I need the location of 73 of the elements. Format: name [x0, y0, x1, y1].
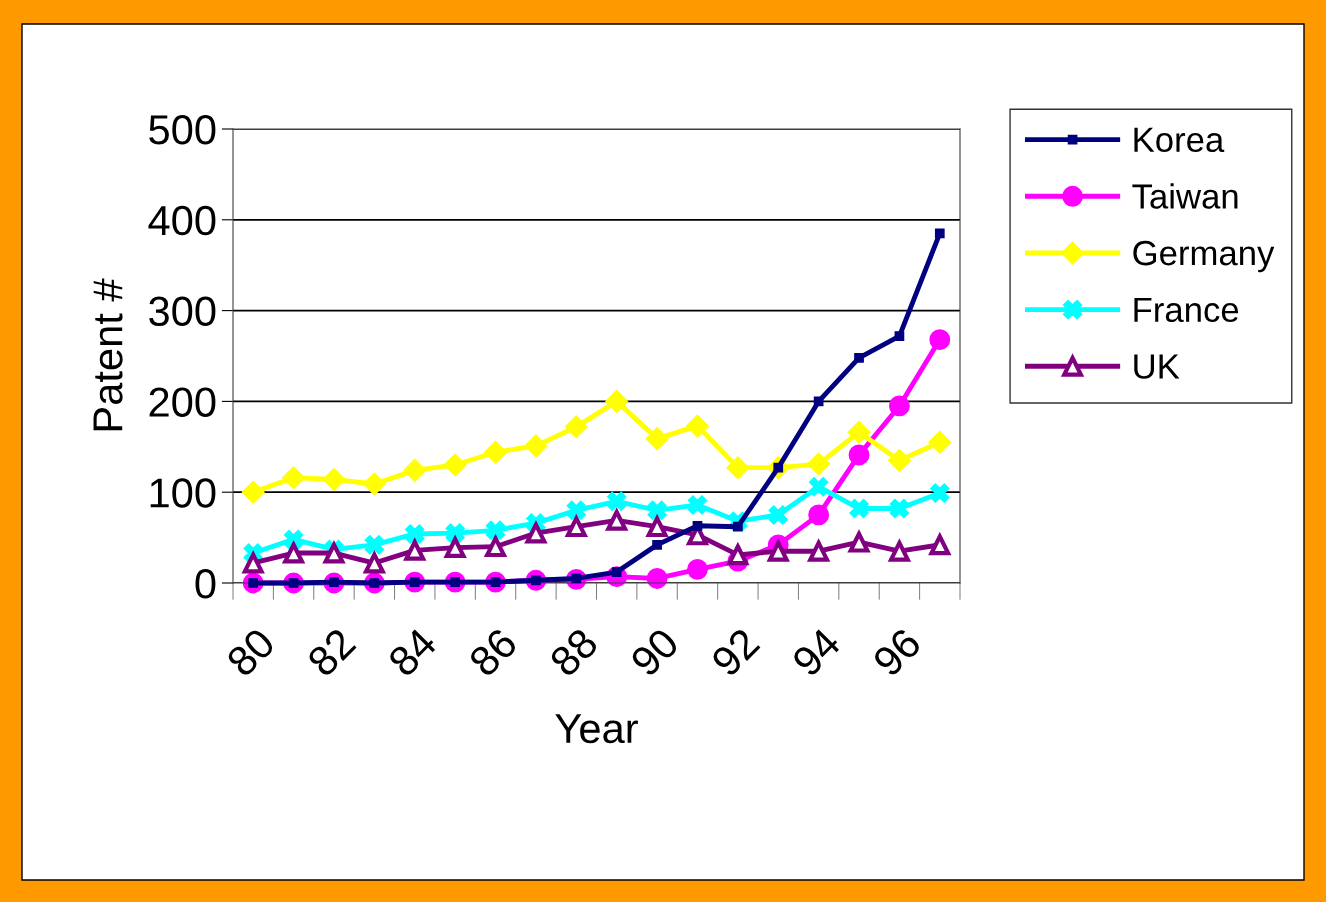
x-tick-label: 96 [871, 626, 923, 678]
point [485, 520, 506, 541]
y-tick-label: 0 [195, 569, 216, 599]
point [403, 537, 427, 561]
point [403, 458, 427, 482]
point [652, 540, 662, 550]
point [645, 427, 669, 451]
point [445, 523, 465, 543]
point [766, 538, 790, 562]
point [847, 420, 871, 444]
point [768, 505, 788, 525]
legend-label: France [1134, 297, 1239, 323]
x-tick-label: 94 [790, 626, 843, 678]
point [928, 430, 952, 454]
y-tick-label: 500 [149, 115, 216, 145]
point [322, 467, 346, 491]
point [887, 448, 911, 472]
point [364, 535, 385, 555]
point [726, 456, 750, 480]
point [283, 529, 304, 550]
point [888, 395, 910, 417]
x-tick-label: 92 [709, 626, 761, 678]
point [282, 540, 306, 564]
point [854, 352, 864, 363]
point [484, 440, 508, 464]
point [606, 491, 627, 512]
point [405, 524, 425, 544]
point [362, 550, 386, 574]
point [934, 228, 945, 239]
point [605, 389, 629, 413]
point [807, 538, 831, 562]
y-tick-label: 100 [150, 478, 216, 508]
x-tick-label: 82 [305, 626, 357, 678]
point [930, 483, 950, 503]
legend-label: Taiwan [1132, 183, 1238, 209]
legend-label: Germany [1133, 240, 1275, 273]
point [647, 500, 667, 521]
point [692, 520, 703, 531]
point [889, 498, 910, 519]
point [808, 477, 829, 497]
point [849, 498, 869, 519]
point [808, 504, 830, 526]
point [241, 550, 265, 574]
x-tick-label: 86 [467, 626, 519, 678]
point [685, 414, 709, 438]
y-tick-label: 200 [149, 387, 216, 417]
point [524, 520, 548, 544]
point [362, 472, 386, 496]
point [443, 453, 467, 477]
point [282, 466, 306, 490]
point [524, 434, 548, 458]
y-tick-label: 300 [149, 296, 216, 327]
x-tick-label: 88 [548, 626, 600, 678]
point [241, 480, 265, 504]
point [687, 495, 708, 515]
point [894, 331, 905, 341]
x-tick-label: 80 [225, 626, 277, 678]
point [564, 415, 588, 439]
point [847, 529, 871, 553]
x-axis-title: Year [555, 714, 638, 744]
legend-label: Korea [1134, 127, 1225, 153]
legend-label: UK [1134, 354, 1180, 379]
x-tick-label: 84 [386, 626, 439, 678]
point [929, 329, 951, 351]
y-tick-label: 400 [148, 205, 216, 236]
point [887, 538, 911, 562]
x-tick-label: 90 [629, 626, 681, 678]
point [687, 558, 708, 580]
y-axis-title: Patent # [93, 278, 123, 431]
point [605, 507, 629, 531]
point [807, 452, 831, 476]
point [848, 444, 870, 466]
point [566, 500, 587, 521]
